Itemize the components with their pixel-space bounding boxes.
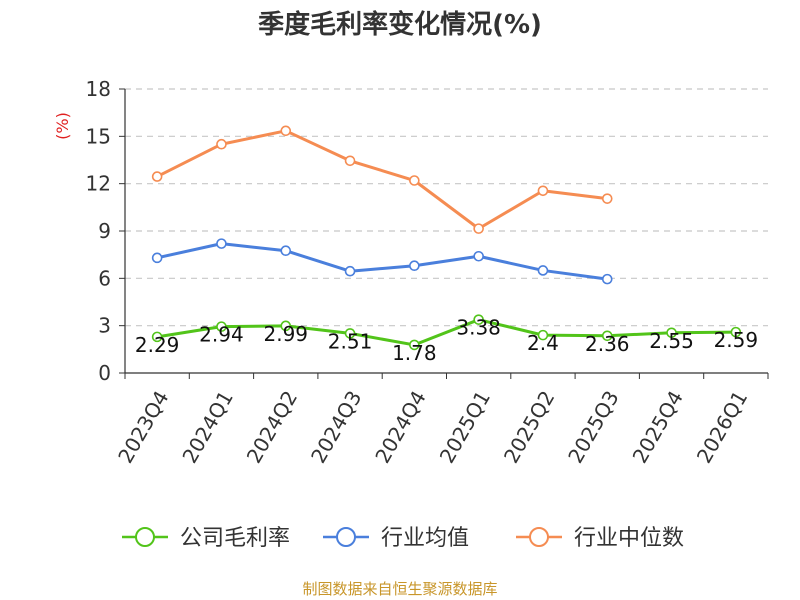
x-tick-label: 2025Q1 (435, 387, 495, 468)
x-tick-label: 2024Q4 (370, 387, 430, 468)
x-tick-label: 2024Q2 (242, 387, 302, 468)
legend-marker (336, 527, 356, 547)
data-point (344, 328, 356, 339)
data-point (280, 245, 292, 257)
data-point (537, 185, 549, 197)
x-tick-label: 2023Q4 (113, 387, 173, 468)
series-line (156, 318, 736, 347)
y-axis-label: (%) (53, 112, 72, 140)
data-label: 2.51 (328, 329, 373, 353)
data-point (151, 331, 163, 343)
data-point (409, 339, 420, 351)
x-tick-label: 2024Q1 (177, 387, 237, 468)
data-point (473, 250, 484, 262)
y-tick-label: 9 (98, 219, 111, 243)
data-point (344, 265, 356, 277)
y-tick-label: 12 (86, 172, 111, 196)
data-label: 1.78 (392, 341, 437, 365)
y-tick-label: 0 (98, 361, 111, 385)
x-tick-label: 2025Q4 (628, 387, 688, 468)
data-point (280, 320, 292, 332)
data-label: 2.94 (199, 323, 244, 347)
data-label: 2.29 (135, 333, 180, 357)
data-point (216, 238, 227, 249)
data-point (409, 260, 420, 272)
legend: 公司毛利率 行业均值 行业中位数 (122, 526, 684, 551)
series-line (156, 242, 608, 281)
data-label: 2.4 (527, 331, 559, 355)
data-point (216, 321, 227, 332)
data-point (537, 329, 549, 341)
data-label: 2.99 (263, 322, 308, 346)
data-point (601, 330, 613, 342)
data-label: 2.59 (714, 328, 759, 352)
y-tick-label: 15 (86, 124, 111, 148)
data-point (280, 125, 292, 137)
chart-title: 季度毛利率变化情况(%) (258, 9, 542, 40)
legend-label: 公司毛利率 (180, 526, 290, 551)
series-points (151, 125, 742, 351)
source-note: 制图数据来自恒生聚源数据库 (302, 580, 497, 598)
data-label: 2.55 (649, 329, 694, 353)
data-point (601, 273, 613, 285)
legend-label: 行业均值 (381, 526, 469, 551)
gridlines (125, 88, 768, 327)
legend-label: 行业中位数 (574, 526, 684, 551)
series-lines (156, 129, 736, 347)
data-point (601, 193, 613, 204)
y-axis-ticks: 0 3 6 9 12 15 18 (86, 77, 125, 385)
y-tick-label: 6 (98, 266, 111, 290)
x-tick-label: 2025Q3 (563, 387, 623, 468)
data-point (216, 138, 227, 150)
legend-marker (529, 527, 549, 547)
data-point (344, 155, 356, 167)
data-point (537, 265, 549, 276)
x-axis-ticks: 2023Q4 2024Q1 2024Q2 2024Q3 2024Q4 2025Q1 2025… (113, 373, 769, 468)
data-point (473, 223, 484, 234)
x-tick-label: 2026Q1 (692, 387, 752, 468)
series-line (156, 129, 608, 231)
data-labels: 2.29 2.94 2.99 2.51 1.78 3.38 2.4 2.36 2.55 2.59 (135, 316, 758, 365)
data-label: 3.38 (456, 316, 501, 340)
data-point (151, 252, 163, 264)
data-point (730, 326, 742, 338)
data-point (409, 175, 420, 186)
data-label: 2.36 (585, 332, 630, 356)
data-point (473, 314, 484, 325)
x-tick-label: 2025Q2 (499, 387, 559, 468)
legend-marker (135, 527, 155, 547)
y-tick-label: 3 (98, 314, 111, 338)
y-tick-label: 18 (86, 77, 111, 101)
data-point (151, 171, 163, 182)
data-point (666, 327, 677, 339)
x-tick-label: 2024Q3 (306, 387, 366, 468)
